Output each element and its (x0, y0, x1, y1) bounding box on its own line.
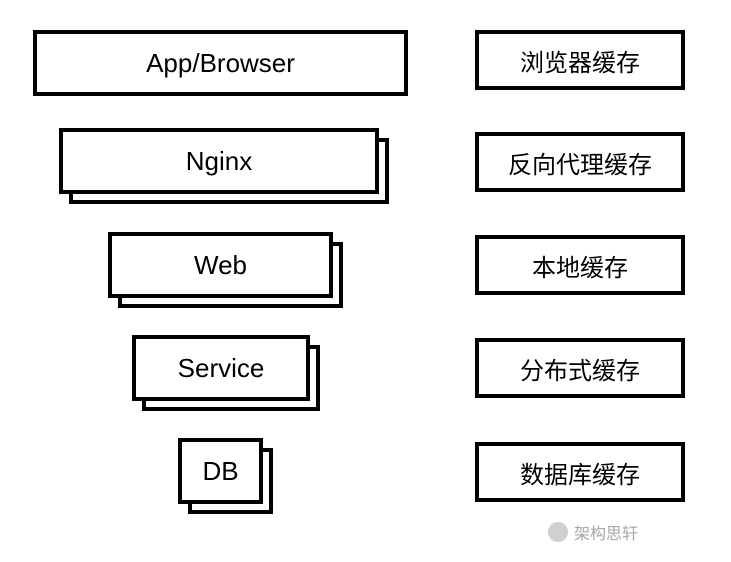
left-box-label: Web (194, 250, 247, 281)
right-box-label: 数据库缓存 (520, 455, 640, 490)
left-box-web: Web (108, 232, 333, 298)
watermark: 架构思轩 (548, 520, 638, 544)
right-box-label: 分布式缓存 (520, 351, 640, 386)
right-box-label: 浏览器缓存 (520, 43, 640, 78)
right-box-local-cache: 本地缓存 (475, 235, 685, 295)
left-box-label: DB (202, 456, 238, 487)
right-box-label: 反向代理缓存 (508, 145, 652, 180)
right-box-database-cache: 数据库缓存 (475, 442, 685, 502)
left-box-label: Nginx (186, 146, 252, 177)
left-box-nginx: Nginx (59, 128, 379, 194)
left-box-db: DB (178, 438, 263, 504)
left-box-label: App/Browser (146, 48, 295, 79)
left-box-service: Service (132, 335, 310, 401)
right-box-distributed-cache: 分布式缓存 (475, 338, 685, 398)
left-box-label: Service (178, 353, 265, 384)
right-box-label: 本地缓存 (532, 248, 628, 283)
wechat-icon (548, 522, 568, 542)
right-box-reverse-proxy-cache: 反向代理缓存 (475, 132, 685, 192)
right-box-browser-cache: 浏览器缓存 (475, 30, 685, 90)
watermark-text: 架构思轩 (574, 520, 638, 544)
left-box-app-browser: App/Browser (33, 30, 408, 96)
